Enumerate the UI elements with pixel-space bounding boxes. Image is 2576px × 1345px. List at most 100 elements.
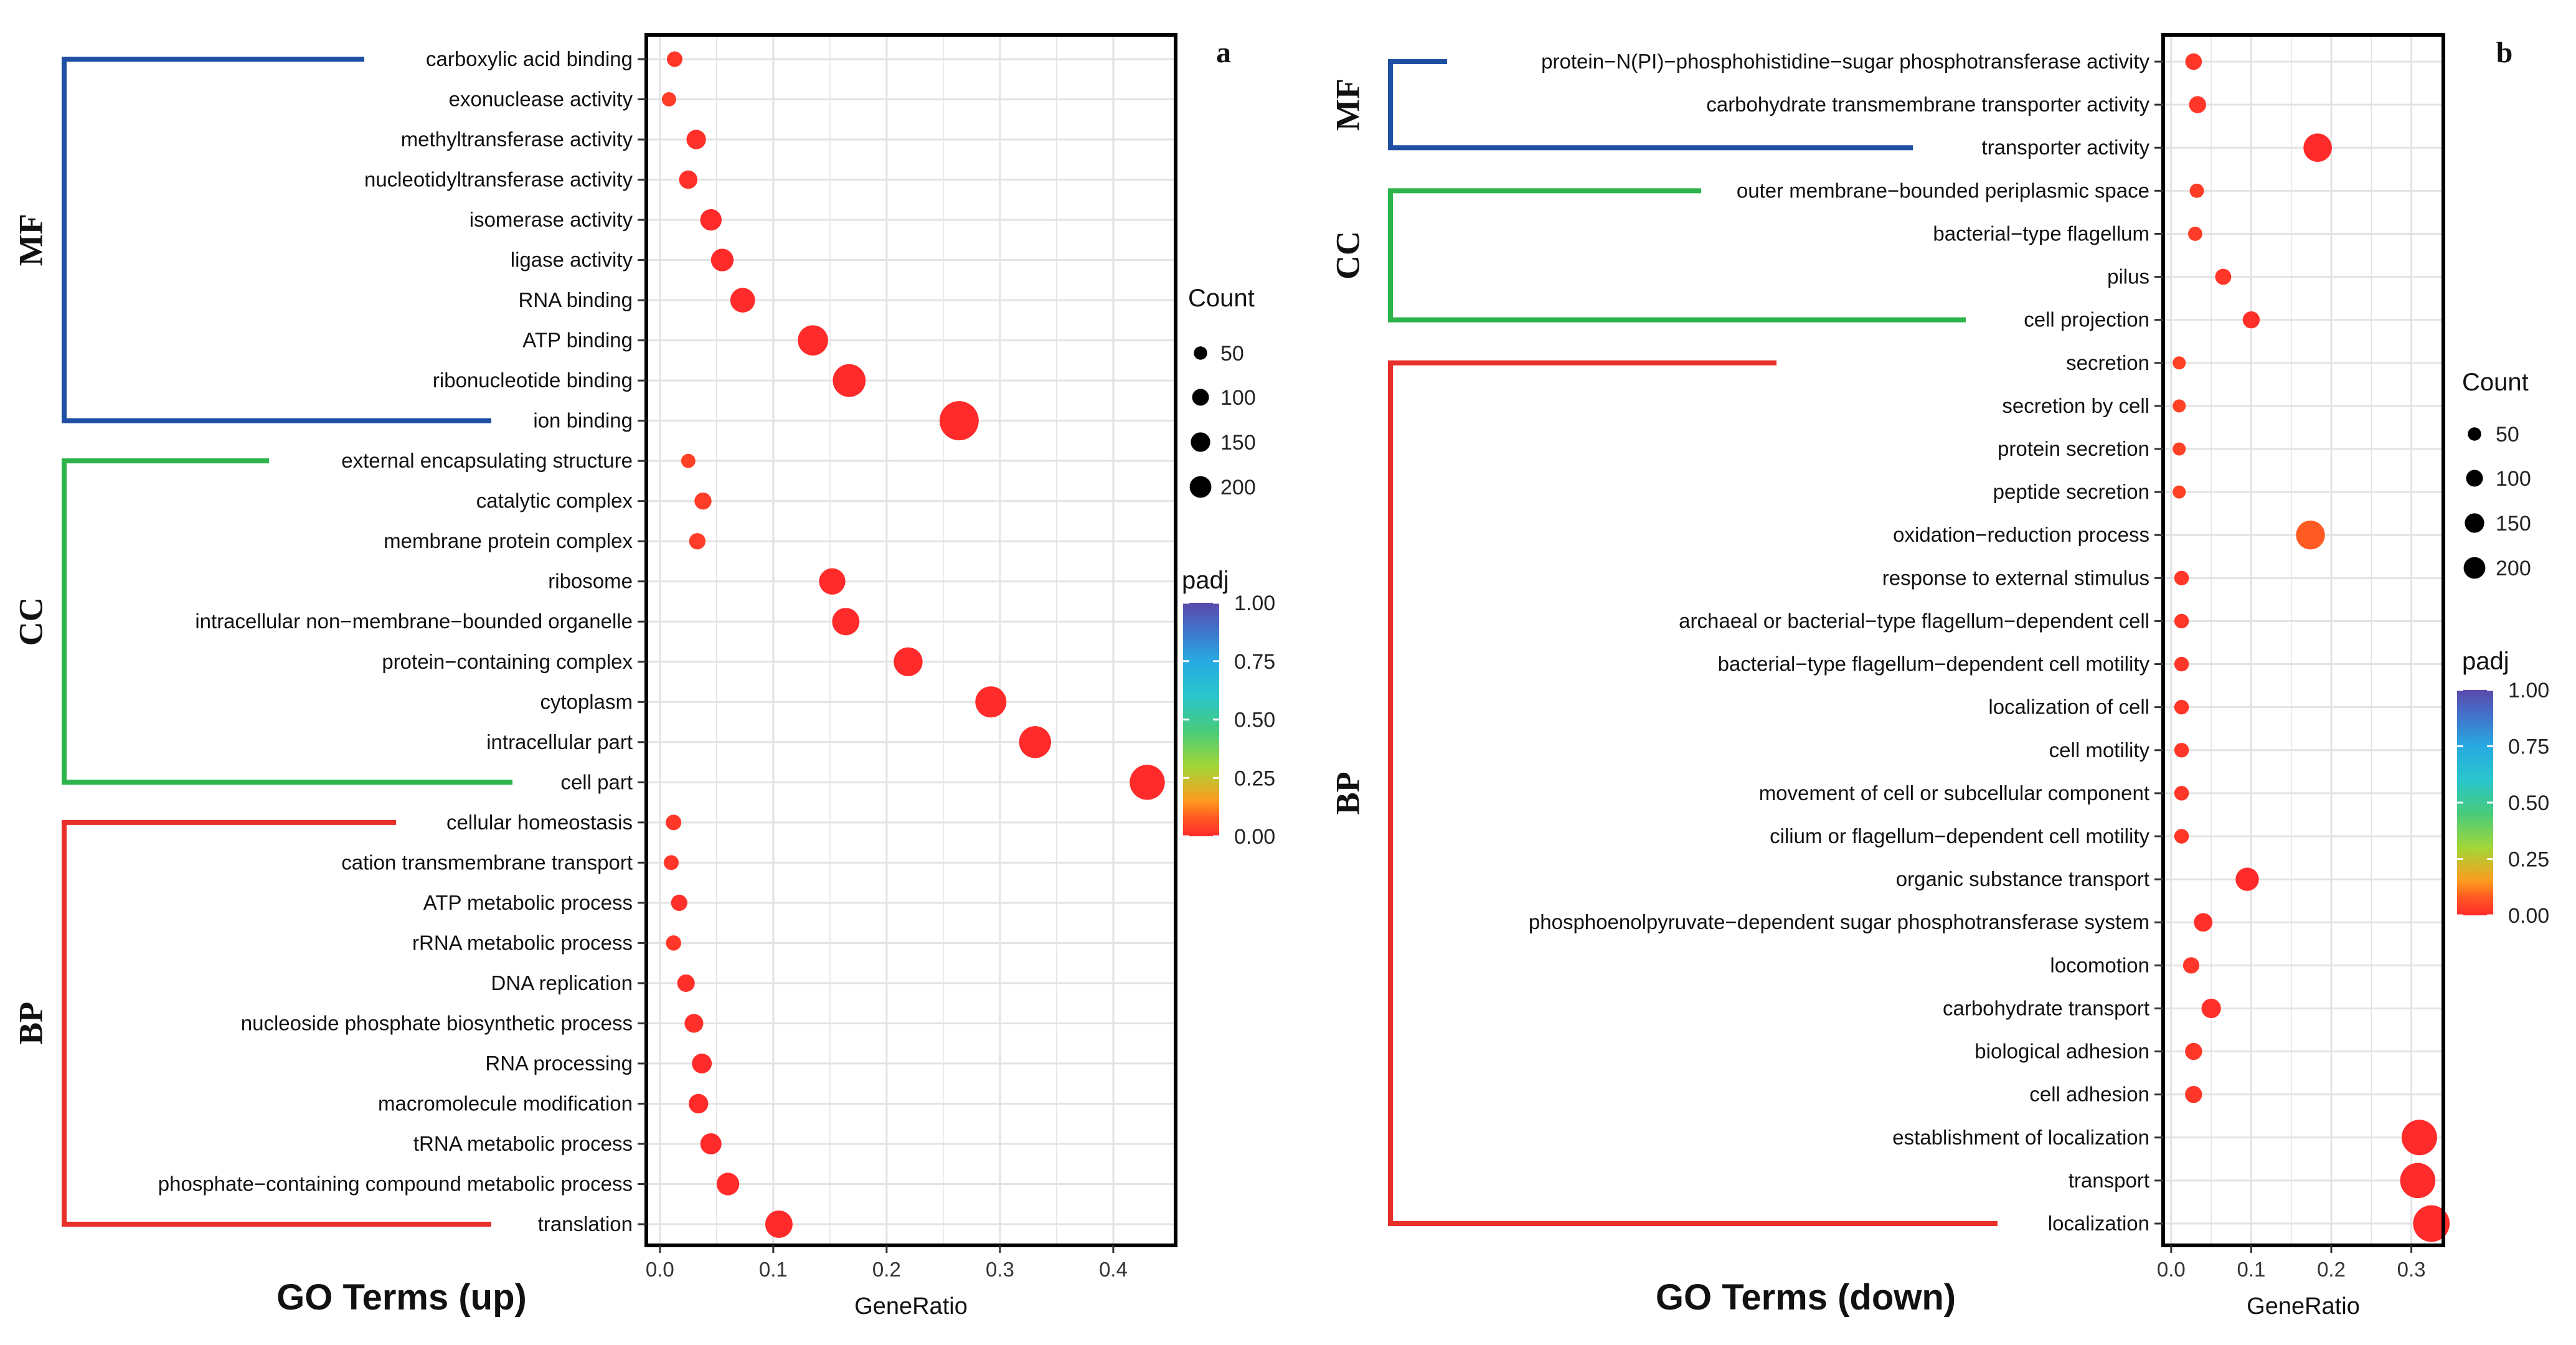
term-label: establishment of localization: [1892, 1126, 2149, 1149]
data-point: [2174, 786, 2189, 801]
data-point: [700, 1133, 722, 1154]
plot-frame: [2161, 33, 2445, 1247]
color-legend-label: 0.25: [2508, 848, 2549, 872]
term-label: protein−N(PI)−phosphohistidine−sugar pho…: [1541, 50, 2149, 73]
size-legend-key: [2466, 470, 2483, 487]
size-legend: Count 50 100 150 200: [1188, 285, 1256, 499]
term-label: transporter activity: [1981, 136, 2149, 159]
term-label: secretion: [2066, 351, 2149, 374]
group-label-bp: BP: [12, 1002, 49, 1045]
color-legend-label: 1.00: [2508, 679, 2549, 702]
bracket-bp: [1388, 360, 1998, 1226]
data-point: [700, 209, 722, 231]
data-point: [684, 1014, 704, 1033]
x-tick-label: 0.0: [646, 1258, 674, 1281]
term-label: carbohydrate transmembrane transporter a…: [1706, 93, 2149, 116]
data-point: [2242, 311, 2260, 329]
size-legend-label: 200: [1220, 476, 1256, 499]
term-label: transport: [2069, 1169, 2149, 1192]
grid: [2163, 35, 2443, 1245]
x-axis-label: GeneRatio: [854, 1293, 968, 1319]
data-point: [975, 686, 1007, 718]
term-label: nucleoside phosphate biosynthetic proces…: [241, 1011, 633, 1034]
data-point: [2174, 829, 2189, 844]
data-point: [2174, 656, 2189, 672]
data-point: [666, 814, 682, 831]
term-label: localization: [2048, 1212, 2149, 1235]
term-label: cytoplasm: [540, 690, 633, 713]
data-point: [2174, 699, 2189, 715]
term-label: protein−containing complex: [382, 650, 633, 673]
data-point: [2174, 570, 2189, 586]
x-tick-label: 0.2: [872, 1258, 901, 1281]
size-legend-label: 150: [2496, 512, 2531, 536]
color-legend-label: 0.00: [1234, 825, 1275, 849]
data-point: [2174, 613, 2189, 629]
size-legend-key: [2463, 557, 2486, 579]
group-label-bp: BP: [1329, 772, 1366, 814]
term-label: methyltransferase activity: [401, 128, 633, 151]
x-axis-label: GeneRatio: [2247, 1293, 2360, 1319]
term-label: ATP binding: [522, 329, 633, 352]
term-label: cell adhesion: [2029, 1083, 2149, 1106]
data-point: [2400, 1163, 2436, 1199]
plot-area: [646, 35, 1176, 1245]
size-legend-label: 50: [2496, 423, 2519, 446]
term-label: outer membrane−bounded periplasmic space: [1737, 179, 2149, 202]
data-point: [939, 401, 979, 441]
data-point: [664, 855, 679, 871]
plot-frame: [644, 33, 1177, 1247]
data-point: [2235, 867, 2259, 891]
size-legend-label: 50: [1220, 342, 1244, 366]
data-point: [2185, 1042, 2202, 1060]
term-label: carbohydrate transport: [1943, 996, 2149, 1019]
data-point: [689, 1093, 709, 1114]
color-legend-label: 0.50: [1234, 709, 1275, 732]
color-legend-title: padj: [2462, 648, 2509, 675]
group-label-mf: MF: [1329, 78, 1366, 131]
group-label-cc: CC: [1329, 231, 1366, 280]
term-label: peptide secretion: [1993, 480, 2149, 503]
term-label: macromolecule modification: [378, 1092, 633, 1115]
size-legend-key: [1191, 432, 1210, 452]
data-point: [677, 974, 695, 992]
term-label: locomotion: [2050, 953, 2149, 976]
color-legend-label: 0.00: [2508, 904, 2549, 928]
grid: [646, 35, 1176, 1245]
term-label: bacterial−type flagellum: [1933, 222, 2149, 245]
data-point: [2189, 96, 2206, 113]
data-point: [798, 325, 828, 356]
data-point: [730, 288, 755, 313]
data-point: [2413, 1205, 2450, 1242]
size-legend-key: [1189, 476, 1212, 498]
x-tick-label: 0.3: [2397, 1258, 2426, 1281]
term-label: exonuclease activity: [449, 88, 633, 111]
data-point: [692, 1053, 712, 1074]
term-label: intracellular part: [486, 730, 633, 753]
term-label: ion binding: [533, 409, 633, 432]
term-label: bacterial−type flagellum−dependent cell …: [1718, 653, 2150, 676]
panel-b: protein−N(PI)−phosphohistidine−sugar pho…: [1329, 33, 2549, 1319]
term-label: tRNA metabolic process: [413, 1132, 633, 1155]
term-label: ligase activity: [511, 248, 633, 271]
color-legend-label: 0.25: [1234, 767, 1275, 790]
term-label: catalytic complex: [476, 489, 633, 512]
color-legend-label: 1.00: [1234, 592, 1275, 615]
size-legend-key: [1192, 389, 1209, 406]
data-point: [2173, 442, 2186, 456]
term-label: isomerase activity: [469, 208, 633, 231]
x-tick-label: 0.0: [2157, 1258, 2186, 1281]
term-label: localization of cell: [1988, 696, 2149, 719]
panel-a: carboxylic acid binding exonuclease activ…: [12, 33, 1275, 1319]
data-point: [2182, 957, 2200, 974]
data-point: [2401, 1120, 2437, 1156]
data-point: [661, 92, 676, 106]
data-point: [679, 170, 698, 189]
data-point: [667, 51, 682, 67]
data-point: [710, 248, 734, 271]
data-point: [681, 453, 696, 468]
size-legend-key: [1194, 346, 1207, 360]
term-label: ribonucleotide binding: [433, 369, 633, 392]
data-point: [833, 364, 866, 397]
